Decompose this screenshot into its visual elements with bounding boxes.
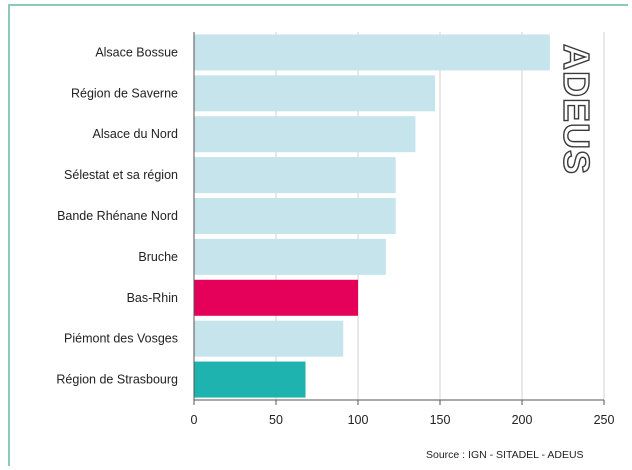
bars: [194, 34, 550, 398]
bar: [194, 279, 358, 316]
adeus-logo: ADEUS: [556, 44, 597, 175]
tick-label: 150: [430, 413, 451, 427]
category-label: Bas-Rhin: [127, 291, 178, 305]
category-label: Région de Strasbourg: [56, 373, 178, 387]
category-label: Bande Rhénane Nord: [57, 209, 178, 223]
bar: [194, 34, 550, 71]
bar: [194, 75, 436, 112]
category-label: Région de Saverne: [71, 86, 178, 100]
bar: [194, 198, 396, 234]
bar: [194, 361, 306, 398]
bar: [194, 157, 396, 194]
x-axis-ticks: 0 50 100 150 200 250: [191, 400, 615, 427]
tick-label: 100: [348, 413, 369, 427]
category-labels: Alsace Bossue Région de Saverne Alsace du …: [56, 45, 178, 386]
category-label: Alsace Bossue: [95, 45, 178, 59]
tick-label: 250: [594, 413, 615, 427]
tick-label: 200: [512, 413, 533, 427]
category-label: Sélestat et sa région: [64, 168, 178, 182]
source-note: Source : IGN - SITADEL - ADEUS: [426, 449, 584, 461]
bar: [194, 116, 416, 153]
chart-frame: [8, 4, 628, 466]
bar: [194, 238, 386, 275]
category-label: Alsace du Nord: [93, 127, 179, 141]
tick-label: 0: [191, 413, 198, 427]
category-label: Bruche: [138, 250, 178, 264]
bar: [194, 320, 344, 357]
tick-label: 50: [269, 413, 283, 427]
category-label: Piémont des Vosges: [64, 332, 178, 346]
